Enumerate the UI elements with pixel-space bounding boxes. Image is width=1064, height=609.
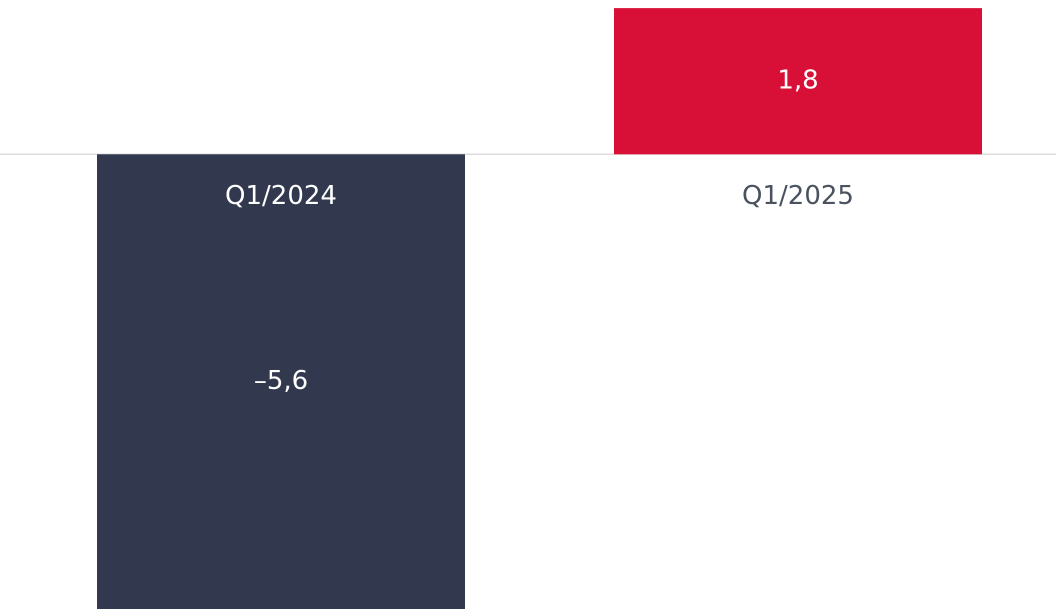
x-tick-label: Q1/2024 <box>225 181 337 211</box>
bar <box>614 8 982 155</box>
value-label: –5,6 <box>254 366 308 396</box>
bar <box>97 154 465 609</box>
value-label: 1,8 <box>777 66 818 96</box>
x-tick-label: Q1/2025 <box>742 181 854 211</box>
